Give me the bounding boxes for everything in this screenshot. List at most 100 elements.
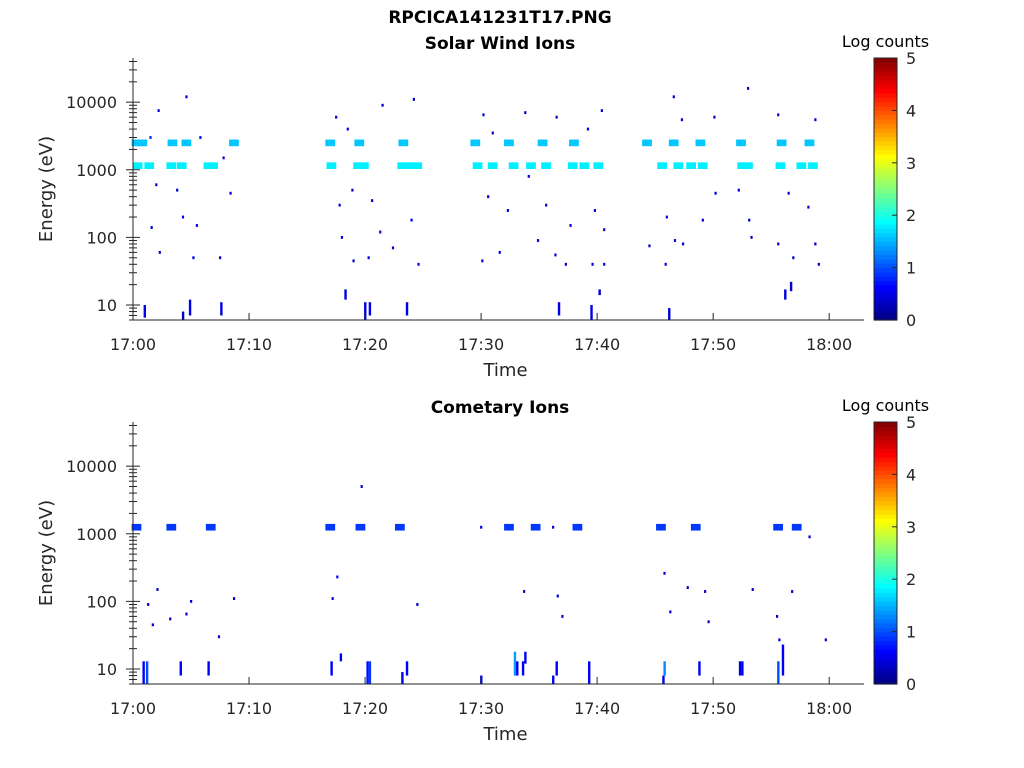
spectrogram-streak	[188, 299, 192, 316]
x-tick-label: 17:30	[458, 335, 504, 354]
spectrogram-point	[714, 191, 717, 195]
colorbar-segment	[874, 66, 897, 72]
spectrogram-point	[545, 203, 548, 207]
x-axis-label: Time	[482, 360, 527, 381]
colorbar-segment	[874, 175, 897, 181]
colorbar-segment	[874, 71, 897, 77]
colorbar-segment	[874, 219, 897, 225]
spectrogram-point	[524, 111, 527, 115]
spectrogram-point	[232, 597, 236, 601]
colorbar-segment	[874, 461, 897, 467]
spectrogram-point	[199, 136, 202, 139]
spectrogram-point	[663, 571, 666, 575]
spectrogram-cell	[326, 162, 337, 170]
spectrogram-cell	[132, 162, 143, 170]
y-tick-label: 10	[97, 660, 117, 679]
colorbar-tick-label: 5	[906, 49, 916, 68]
spectrogram-point	[217, 635, 221, 639]
colorbar-segment	[874, 587, 897, 593]
spectrogram-cell	[537, 139, 548, 147]
colorbar-segment	[874, 127, 897, 133]
spectrogram-point	[379, 230, 382, 234]
spectrogram-cell	[508, 162, 519, 170]
colorbar-segment	[874, 193, 897, 199]
colorbar-segment	[874, 210, 897, 216]
spectrogram-cell	[796, 162, 807, 170]
spectrogram-cell	[137, 139, 148, 147]
spectrogram-cell	[354, 139, 365, 147]
spectrogram-cell	[181, 139, 192, 147]
spectrogram-point	[713, 115, 716, 119]
spectrogram-point	[669, 610, 672, 614]
spectrogram-point	[680, 118, 684, 122]
x-axis-label: Time	[482, 724, 527, 745]
colorbar-segment	[874, 570, 897, 576]
spectrogram-point	[487, 195, 490, 199]
colorbar-tick-label: 2	[906, 206, 916, 225]
colorbar-segment	[874, 267, 897, 273]
spectrogram-point	[750, 235, 753, 239]
spectrogram-cell	[504, 139, 514, 147]
spectrogram-point	[410, 218, 413, 222]
colorbar-segment	[874, 426, 897, 432]
spectrogram-point	[672, 95, 675, 99]
colorbar-segment	[874, 285, 897, 291]
spectrogram-cell	[656, 523, 666, 531]
colorbar-segment	[874, 452, 897, 458]
spectrogram-cell	[642, 139, 652, 147]
y-tick-label: 1000	[76, 525, 117, 544]
spectrogram-cell	[405, 162, 416, 170]
spectrogram-cell	[808, 162, 818, 170]
spectrogram-point	[338, 203, 341, 207]
spectrogram-point	[787, 191, 790, 195]
spectrogram-cell	[355, 523, 366, 531]
y-tick-label: 100	[86, 228, 117, 247]
spectrogram-cell	[504, 523, 514, 531]
colorbar-segment	[874, 605, 897, 611]
spectrogram-point	[506, 209, 509, 212]
colorbar-segment	[874, 531, 897, 537]
spectrogram-point	[707, 620, 710, 624]
colorbar-segment	[874, 189, 897, 194]
spectrogram-streak	[516, 661, 519, 676]
spectrogram-point	[746, 86, 750, 90]
colorbar-segment	[874, 574, 897, 580]
spectrogram-point	[603, 228, 606, 232]
spectrogram-point	[673, 239, 677, 242]
spectrogram-point	[556, 594, 559, 598]
spectrogram-streak	[590, 305, 593, 320]
colorbar-segment	[874, 601, 897, 606]
spectrogram-cell	[567, 162, 578, 170]
plot-area	[133, 422, 864, 684]
y-tick-label: 10000	[66, 457, 117, 476]
figure-title: RPCICA141231T17.PNG	[388, 8, 611, 28]
colorbar-segment	[874, 649, 897, 655]
colorbar-segment	[874, 306, 897, 312]
spectrogram-cell	[325, 523, 336, 531]
spectrogram-cell	[166, 523, 177, 531]
spectrogram-point	[155, 183, 158, 187]
colorbar-segment	[874, 640, 897, 646]
colorbar-segment	[874, 180, 897, 186]
colorbar-segment	[874, 675, 897, 681]
spectrogram-cell	[131, 523, 142, 531]
colorbar-segment	[874, 657, 897, 663]
colorbar-segment	[874, 596, 897, 602]
spectrogram-cell	[775, 162, 786, 170]
colorbar-segment	[874, 553, 897, 558]
colorbar-label: Log counts	[842, 396, 929, 415]
spectrogram-cell	[697, 162, 708, 170]
spectrogram-point	[149, 136, 152, 139]
spectrogram-streak	[668, 308, 671, 320]
spectrogram-point	[665, 215, 668, 219]
colorbar-segment	[874, 58, 897, 63]
spectrogram-streak	[401, 672, 404, 684]
spectrogram-point	[185, 95, 188, 99]
colorbar-segment	[874, 206, 897, 212]
colorbar-segment	[874, 140, 897, 146]
spectrogram-streak	[784, 289, 787, 300]
spectrogram-streak	[789, 281, 793, 292]
colorbar-segment	[874, 106, 897, 111]
spectrogram-point	[360, 485, 363, 488]
spectrogram-cell	[690, 523, 701, 531]
